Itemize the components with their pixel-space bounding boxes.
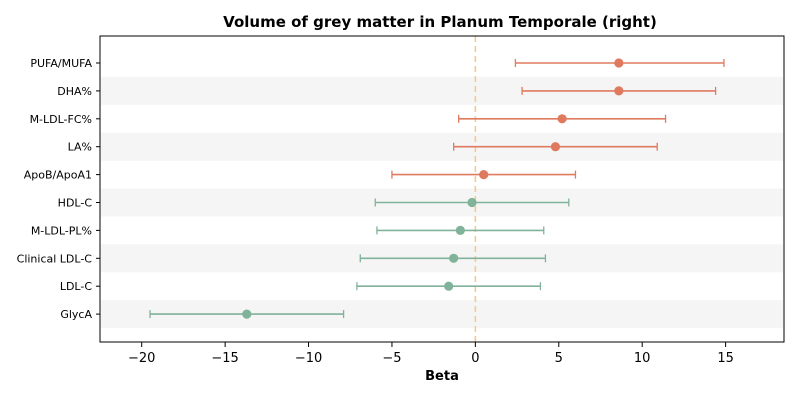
row-glyca bbox=[149, 309, 345, 319]
x-tick-label: −15 bbox=[211, 351, 238, 366]
y-tick-label: LDL-C bbox=[60, 280, 93, 293]
point-estimate bbox=[455, 225, 465, 235]
row-stripe bbox=[101, 132, 783, 161]
row-ldl-c bbox=[356, 281, 542, 291]
x-tick-label: −5 bbox=[382, 351, 401, 366]
point-estimate bbox=[242, 309, 252, 319]
y-tick-label: M-LDL-PL% bbox=[31, 224, 92, 237]
row-apob-apoa1 bbox=[391, 170, 577, 180]
point-estimate bbox=[557, 114, 567, 124]
row-hdl-c bbox=[374, 197, 570, 208]
y-tick-label: GlycA bbox=[60, 308, 92, 321]
point-estimate bbox=[479, 170, 489, 180]
x-tick-label: −20 bbox=[128, 351, 155, 366]
point-estimate bbox=[550, 142, 561, 152]
x-axis: −20 −15 −10 −5 0 5 10 15 bbox=[128, 342, 734, 366]
row-dha- bbox=[521, 86, 717, 96]
x-tick-label: 15 bbox=[717, 351, 734, 366]
y-tick-label: PUFA/MUFA bbox=[30, 57, 92, 70]
x-axis-label: Beta bbox=[425, 369, 459, 384]
row-clinical-ldl-c bbox=[359, 253, 547, 263]
x-tick-label: 10 bbox=[634, 351, 651, 366]
row-la- bbox=[453, 142, 658, 152]
point-estimate bbox=[614, 86, 624, 96]
y-tick-label: DHA% bbox=[57, 85, 92, 98]
y-tick-label: HDL-C bbox=[58, 197, 93, 210]
chart-title: Volume of grey matter in Planum Temporal… bbox=[223, 13, 657, 31]
x-tick-label: −10 bbox=[295, 351, 322, 366]
y-tick-label: ApoB/ApoA1 bbox=[24, 169, 92, 182]
row-pufa-mufa bbox=[514, 58, 725, 68]
data-marks bbox=[149, 58, 725, 319]
plot-frame bbox=[99, 35, 785, 343]
y-tick-label: Clinical LDL-C bbox=[17, 252, 93, 265]
point-estimate bbox=[449, 253, 459, 263]
point-estimate bbox=[614, 58, 624, 68]
y-tick-label: M-LDL-FC% bbox=[30, 113, 92, 126]
point-estimate bbox=[444, 281, 454, 291]
point-estimate bbox=[467, 197, 477, 208]
row-m-ldl-pl- bbox=[376, 225, 545, 235]
x-tick-label: 0 bbox=[471, 351, 479, 366]
y-axis-labels: PUFA/MUFA DHA% M-LDL-FC% LA% ApoB/ApoA1 HDL-C… bbox=[17, 57, 100, 321]
y-tick-label: LA% bbox=[68, 141, 92, 154]
row-m-ldl-fc- bbox=[458, 114, 667, 124]
x-tick-label: 5 bbox=[555, 351, 563, 366]
